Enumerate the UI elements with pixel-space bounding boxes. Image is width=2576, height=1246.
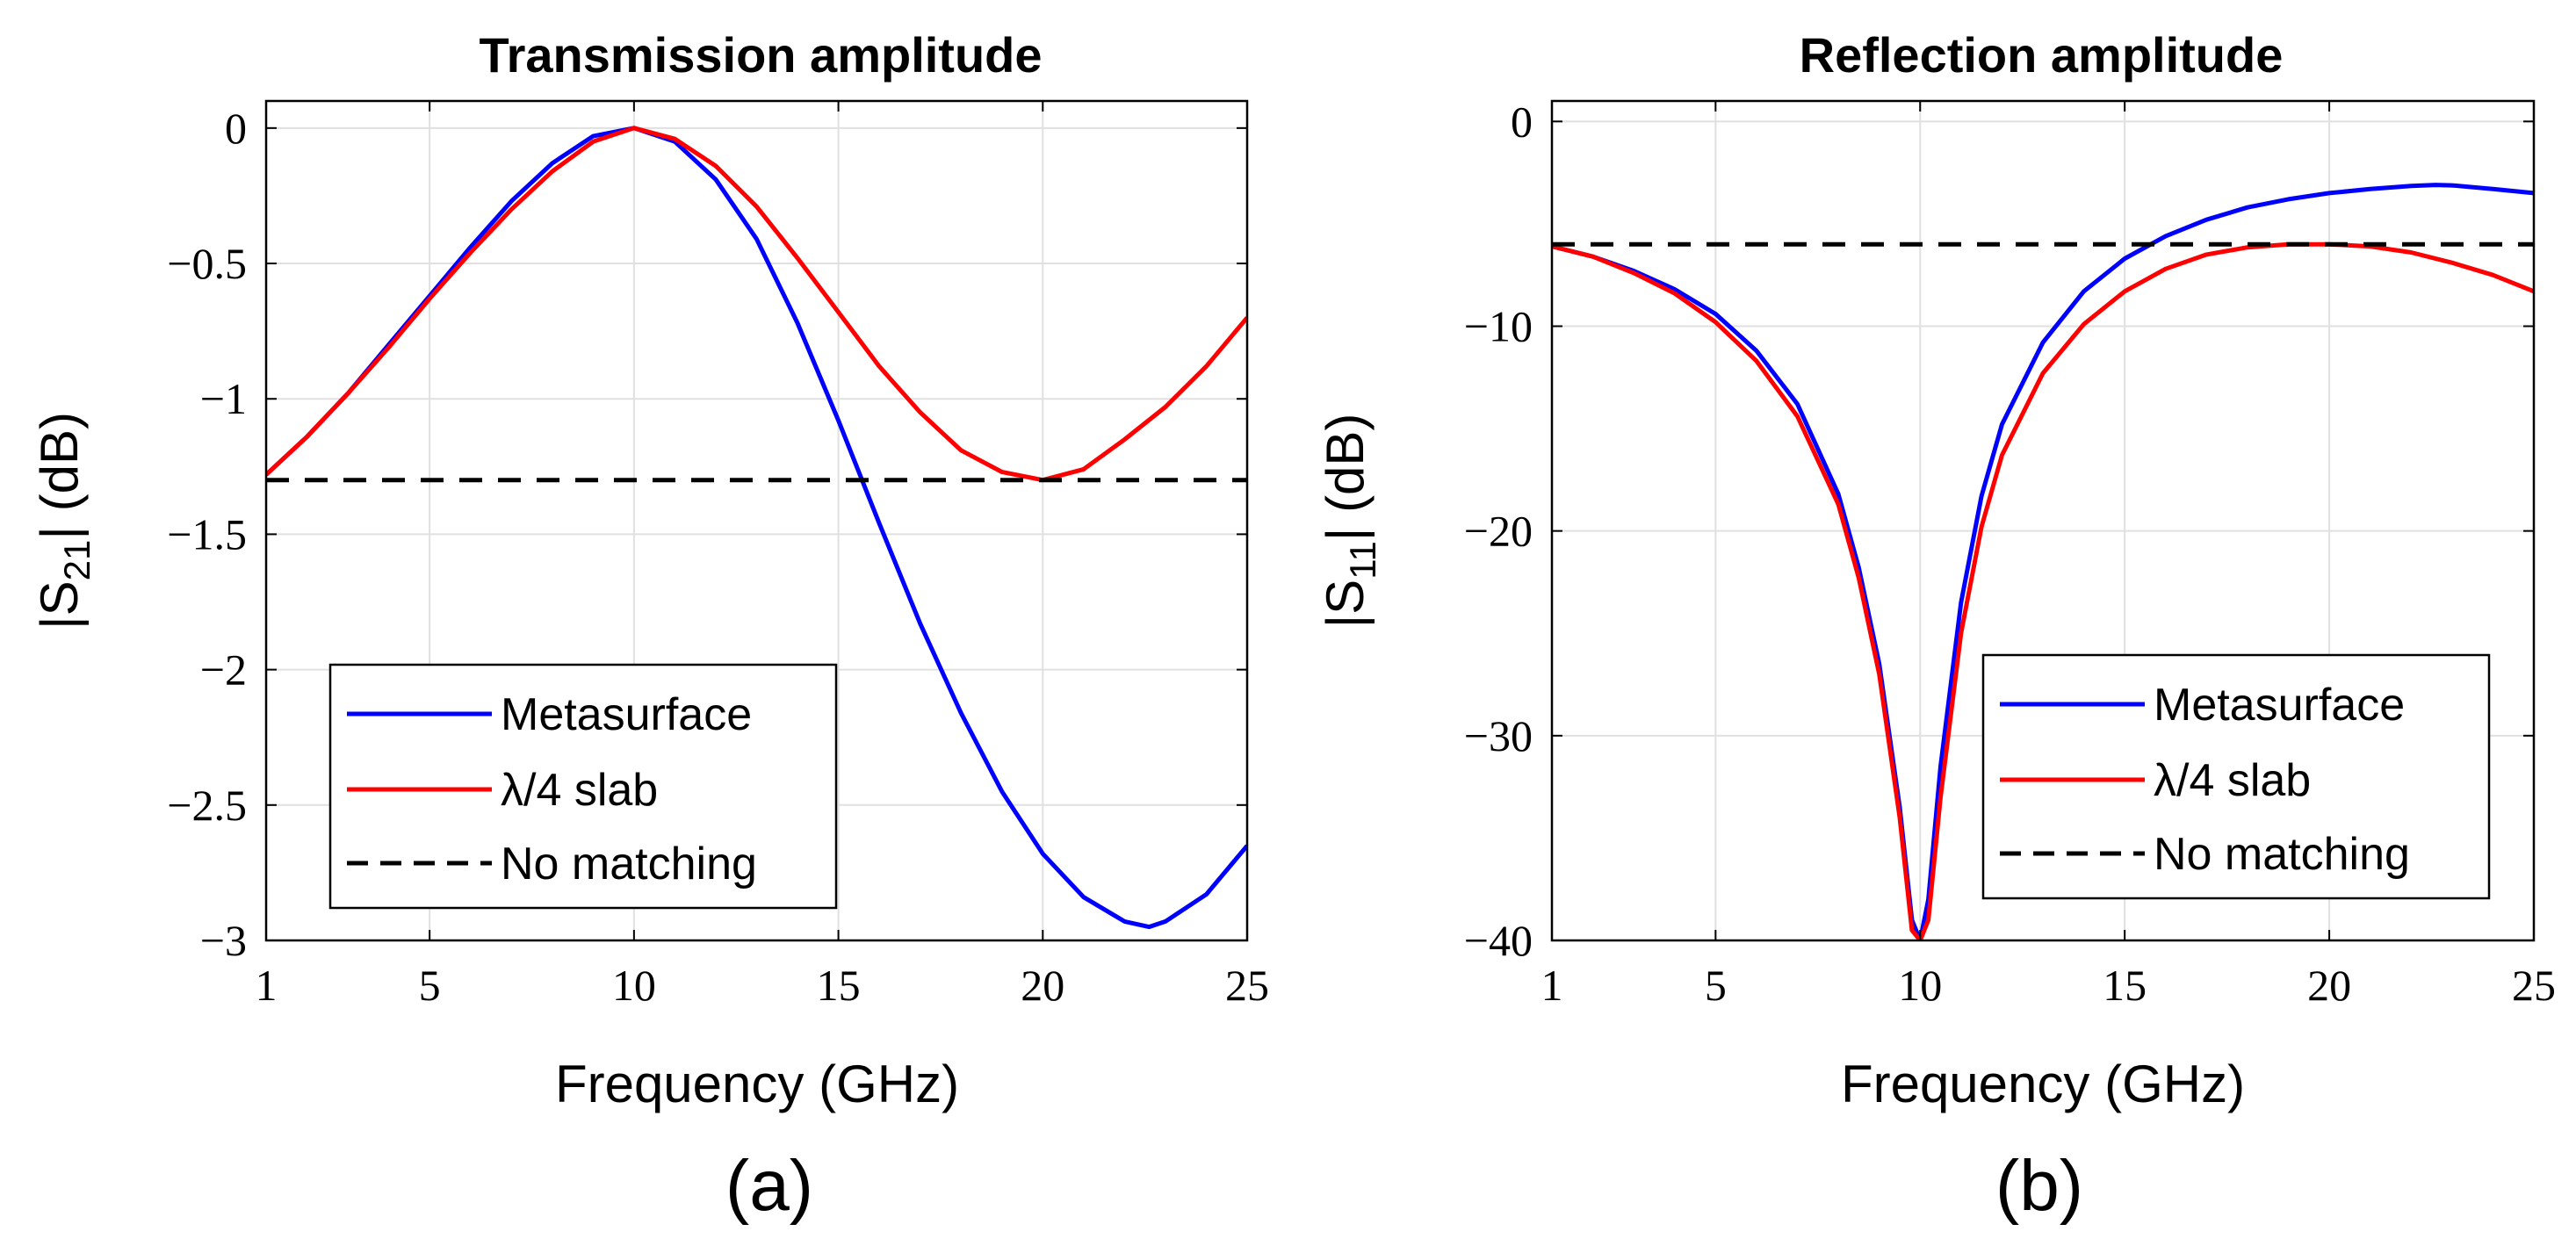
panel-caption: (b)	[1995, 1146, 2083, 1226]
series-line-quarter-wave-slab	[266, 126, 1247, 483]
legend-box	[1981, 653, 2491, 900]
legend-label-quarter-wave-slab: λ/4 slab	[501, 765, 658, 816]
legend-label-metasurface: Metasurface	[2154, 680, 2405, 731]
y-tick-label: −1	[200, 374, 247, 423]
legend: Metasurface λ/4 slab No matching	[1981, 653, 2491, 900]
chart-title: Transmission amplitude	[479, 27, 1042, 83]
x-tick-label: 10	[1898, 961, 1942, 1010]
axes-box	[1550, 99, 2536, 942]
y-tick-label: −20	[1464, 507, 1533, 556]
y-tick-label: −30	[1464, 711, 1533, 760]
x-tick-label: 20	[1021, 961, 1064, 1010]
x-tick-label: 1	[1541, 961, 1563, 1010]
panel-caption: (a)	[725, 1146, 813, 1226]
x-tick-label: 25	[1225, 961, 1269, 1010]
x-axis-label: Frequency (GHz)	[555, 1055, 959, 1113]
y-tick-label: 0	[1511, 97, 1533, 146]
series-line-metasurface	[1552, 183, 2534, 940]
legend-label-no-matching: No matching	[2154, 829, 2410, 880]
y-tick-label: −10	[1464, 301, 1533, 350]
y-axis-label: |S21| (dB)	[30, 412, 97, 630]
x-tick-label: 20	[2307, 961, 2351, 1010]
y-tick-label: 0	[225, 104, 247, 153]
y-tick-label: −2.5	[167, 781, 247, 830]
tick-layer: 1 5 10 15 20 250−0.5−1−1.5−2−2.5−3	[167, 101, 1269, 1010]
x-tick-label: 1	[256, 961, 278, 1010]
y-tick-label: −1.5	[167, 509, 247, 558]
axes-box	[264, 99, 1249, 942]
legend: Metasurface λ/4 slab No matching	[328, 663, 838, 910]
y-tick-label: −0.5	[167, 239, 247, 288]
x-tick-label: 5	[1705, 961, 1727, 1010]
y-tick-label: −2	[200, 645, 247, 695]
y-tick-label: −3	[200, 916, 247, 965]
panel-a: Transmission amplitude 1 5 10 15 20 250−0.5−1…	[30, 27, 1269, 1226]
y-axis-label: |S11| (dB)	[1316, 414, 1383, 629]
y-tick-label: −40	[1464, 916, 1533, 965]
panel-b: Reflection amplitude 1 5 10 15 20 250−10−20−3…	[1316, 27, 2556, 1226]
legend-box	[328, 663, 838, 910]
chart-title: Reflection amplitude	[1800, 27, 2284, 83]
tick-layer: 1 5 10 15 20 250−10−20−30−40	[1464, 97, 2556, 1010]
legend-label-metasurface: Metasurface	[501, 689, 752, 740]
legend-label-no-matching: No matching	[501, 839, 757, 889]
series-layer	[266, 126, 1247, 930]
x-tick-label: 5	[419, 961, 441, 1010]
x-tick-label: 10	[612, 961, 656, 1010]
series-layer	[1552, 183, 2534, 940]
legend-label-quarter-wave-slab: λ/4 slab	[2154, 755, 2311, 806]
x-tick-label: 15	[817, 961, 861, 1010]
x-tick-label: 15	[2103, 961, 2147, 1010]
x-axis-label: Frequency (GHz)	[1841, 1055, 2245, 1113]
x-tick-label: 25	[2512, 961, 2556, 1010]
